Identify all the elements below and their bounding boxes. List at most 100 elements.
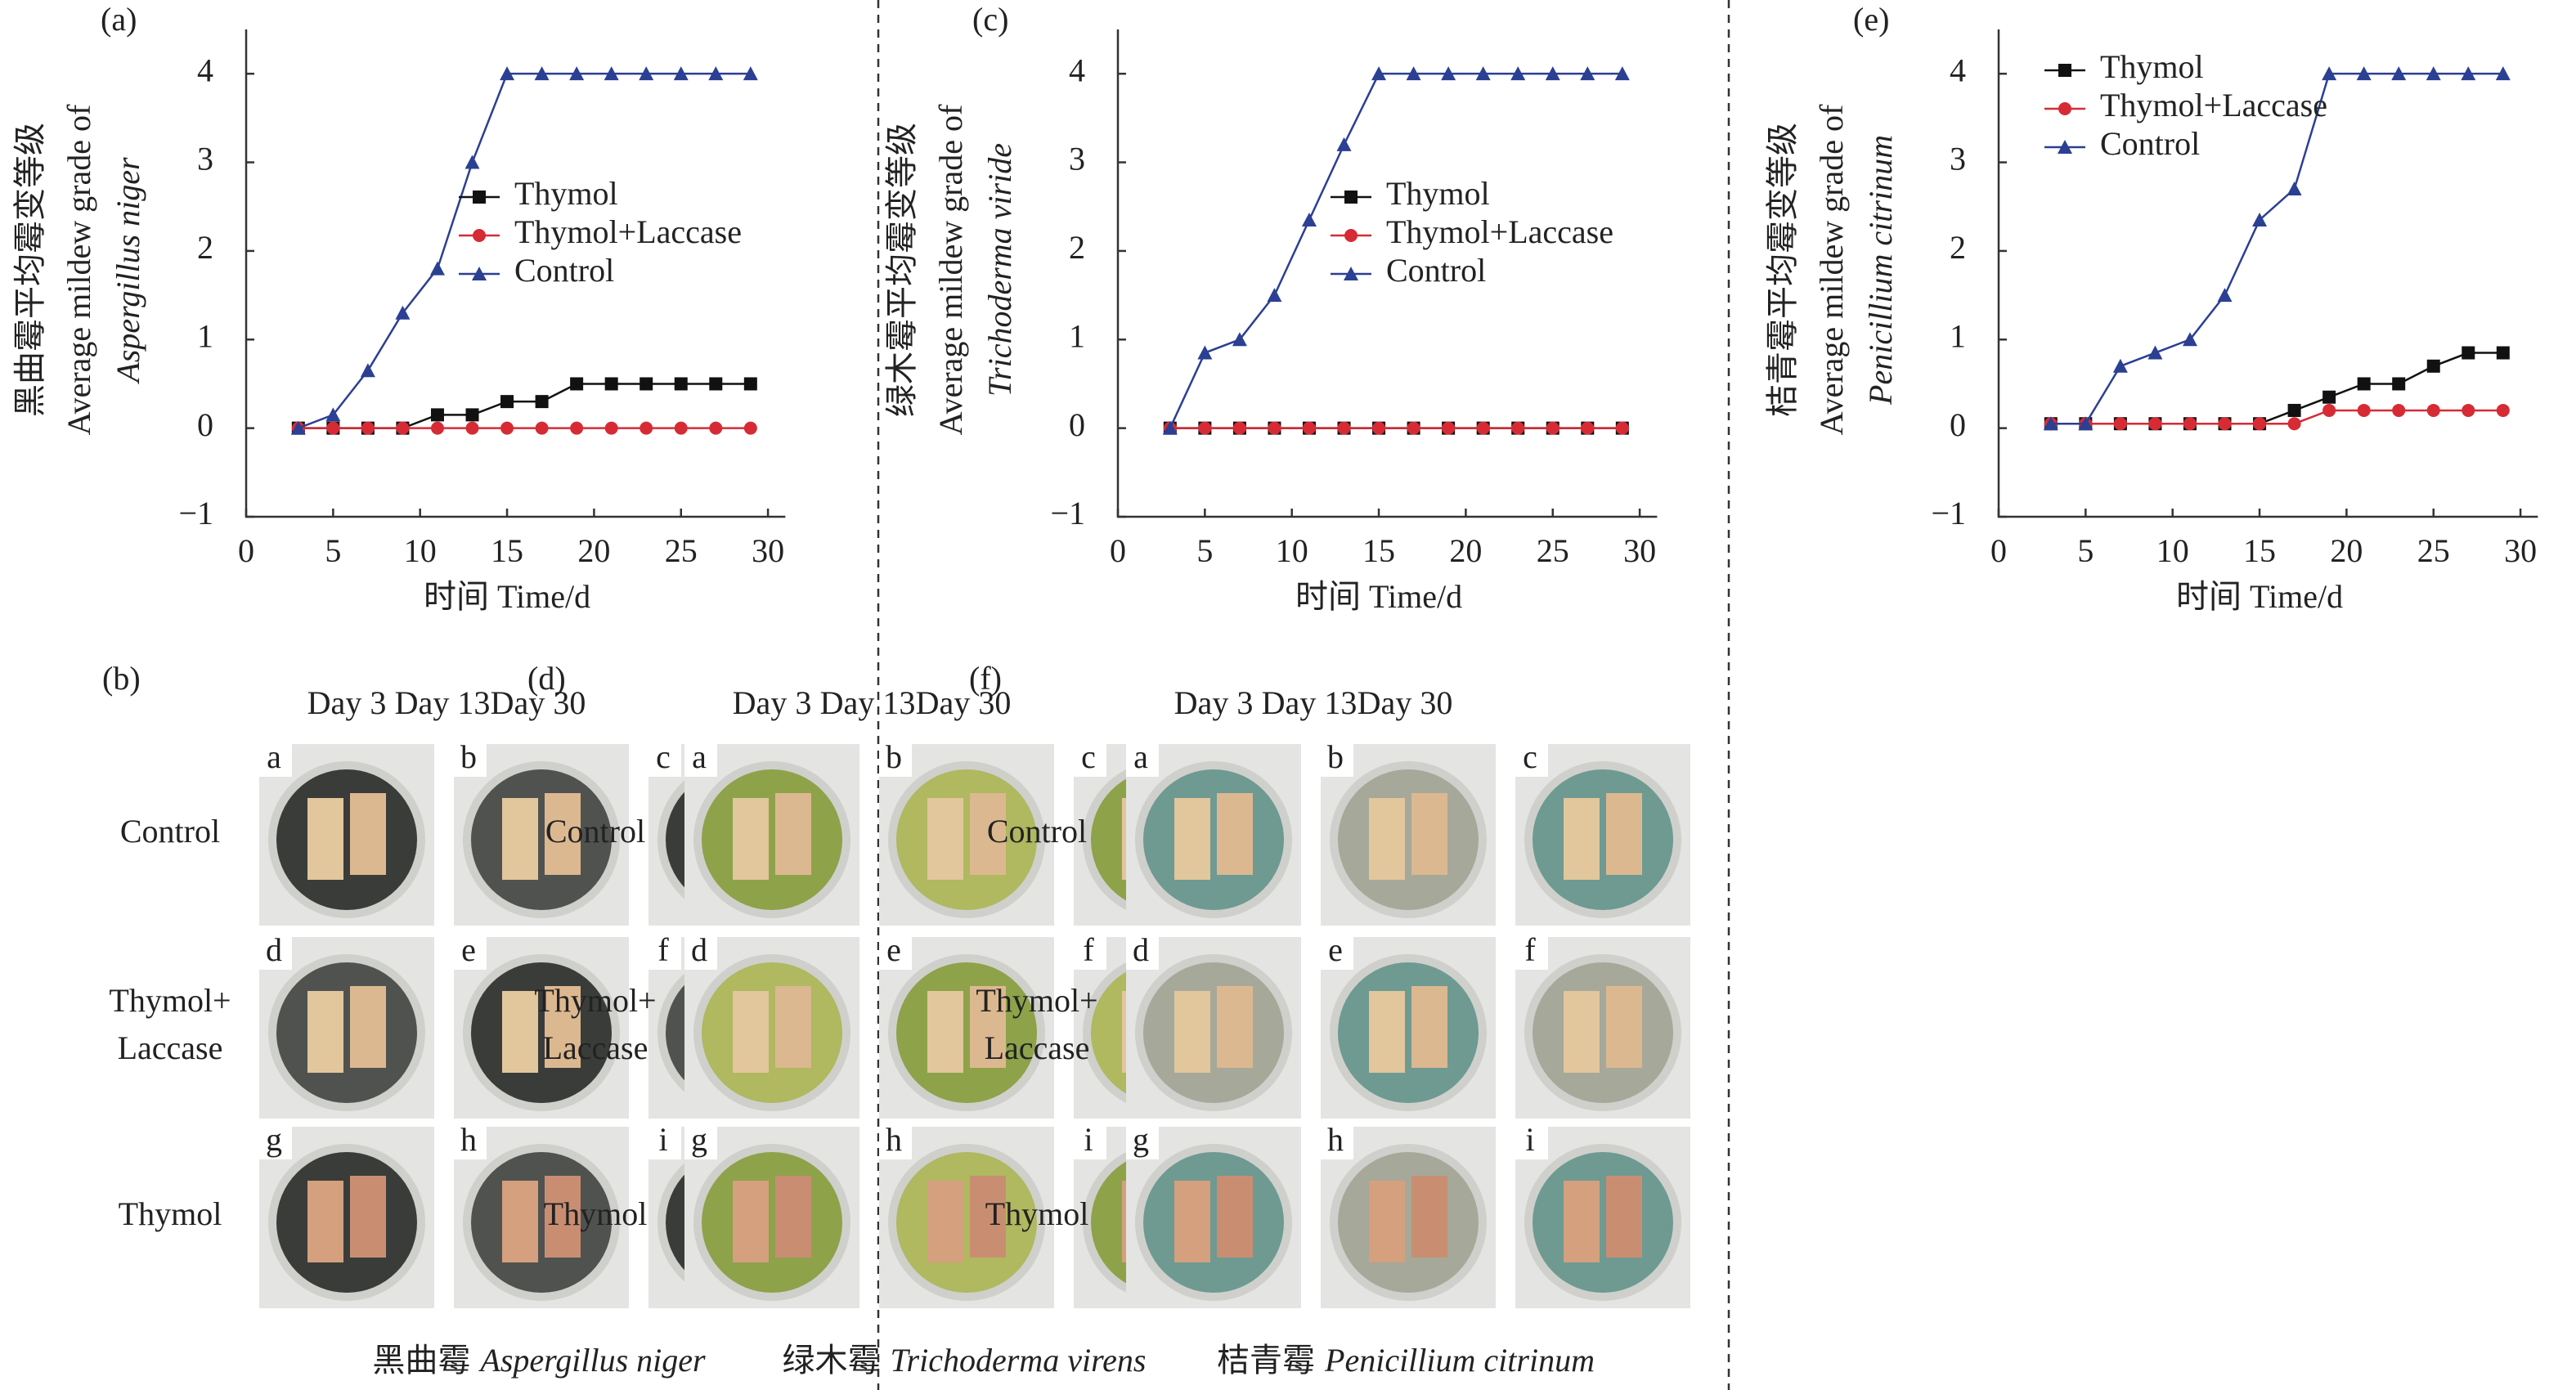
legend-marker: [1344, 191, 1358, 204]
row-label: Laccase: [985, 1029, 1090, 1066]
marker: [2043, 416, 2058, 431]
marker: [2287, 417, 2301, 431]
photo-letter: h: [460, 1121, 477, 1158]
y-tick-label: 3: [1069, 141, 1085, 177]
petri-dish-medium: [1533, 1152, 1673, 1293]
marker: [2496, 346, 2510, 360]
y-tick-label: 0: [1069, 406, 1085, 443]
letter-box: [1321, 1127, 1353, 1159]
marker: [673, 66, 689, 81]
column-label: Day 3: [733, 684, 812, 721]
wood-sample: [970, 793, 1006, 875]
marker: [535, 421, 549, 435]
y-tick-label: 4: [197, 52, 213, 88]
marker: [2392, 377, 2406, 391]
wood-sample: [1174, 798, 1210, 880]
y-tick-label: 4: [1069, 52, 1085, 88]
legend-label: Control: [1386, 252, 1486, 289]
marker: [1510, 66, 1526, 81]
x-tick-label: 20: [2330, 532, 2363, 569]
marker: [1442, 421, 1456, 435]
photo-letter: i: [1525, 1121, 1534, 1158]
legend-label: Thymol: [1386, 175, 1490, 212]
wood-sample: [350, 1176, 386, 1258]
legend-label: Control: [514, 252, 614, 289]
letter-box: [454, 744, 487, 777]
row-label: Laccase: [543, 1029, 648, 1066]
petri-dish-medium: [1533, 962, 1673, 1103]
y-tick-label: 1: [1950, 317, 1966, 354]
wood-sample: [1606, 986, 1642, 1068]
marker: [2495, 66, 2511, 81]
marker: [2217, 288, 2233, 303]
x-axis-label: 时间 Time/d: [1295, 578, 1462, 615]
wood-sample: [1564, 1181, 1600, 1262]
petri-dish-medium: [1338, 1152, 1479, 1293]
column-label: Day 30: [916, 684, 1012, 721]
y-tick-label: 3: [1950, 141, 1966, 177]
row-label: Laccase: [118, 1029, 223, 1066]
x-tick-label: 15: [1362, 532, 1395, 569]
marker: [570, 421, 584, 435]
marker: [1197, 345, 1213, 360]
letter-box: [1321, 937, 1353, 970]
marker: [2357, 403, 2371, 417]
column-label: Day 30: [1358, 684, 1453, 721]
wood-sample: [733, 798, 769, 880]
wood-sample: [1606, 1176, 1642, 1258]
wood-sample: [775, 793, 811, 875]
y-axis-label: Average mildew grade of: [932, 104, 969, 435]
marker: [639, 66, 654, 81]
marker: [2426, 359, 2440, 373]
marker: [1302, 421, 1316, 435]
column-label: Day 13: [1262, 684, 1358, 721]
photo-letter: f: [1083, 931, 1094, 968]
marker: [1475, 66, 1491, 81]
y-axis-label: Aspergillus niger: [110, 157, 146, 385]
y-tick-label: 2: [1950, 229, 1966, 266]
photo-letter: b: [886, 738, 902, 775]
row-label: Control: [120, 813, 220, 850]
x-tick-label: 25: [1537, 532, 1569, 569]
marker: [708, 66, 724, 81]
marker: [2287, 182, 2302, 196]
marker: [2496, 403, 2510, 417]
caption: 黑曲霉 Aspergillus niger: [372, 1342, 706, 1379]
marker: [1268, 421, 1281, 435]
y-tick-label: −1: [178, 495, 213, 531]
caption-chinese: 绿木霉: [783, 1342, 881, 1379]
petri-dish-medium: [276, 1152, 417, 1293]
wood-sample: [775, 1176, 811, 1258]
photo-letter: f: [657, 931, 669, 968]
series-line: [298, 383, 751, 429]
column-label: Day 30: [491, 684, 586, 721]
letter-box: [684, 744, 717, 777]
legend-label: Thymol: [514, 175, 618, 212]
wood-sample: [1217, 793, 1253, 875]
panel-label: (b): [102, 660, 141, 697]
marker: [2426, 66, 2441, 81]
legend-marker: [473, 191, 486, 204]
marker: [2462, 403, 2475, 417]
x-tick-label: 30: [752, 532, 784, 569]
marker: [2218, 417, 2232, 431]
x-axis-label: 时间 Time/d: [424, 578, 590, 615]
letter-box: [879, 937, 912, 970]
wood-sample: [1369, 1181, 1405, 1262]
marker: [361, 421, 375, 435]
marker: [709, 377, 723, 391]
letter-box: [259, 1127, 292, 1159]
panel-label: (d): [527, 660, 566, 697]
caption: 桔青霉 Penicillium citrinum: [1217, 1342, 1595, 1379]
marker: [1476, 421, 1490, 435]
wood-sample: [502, 1181, 538, 1262]
photo-letter: d: [691, 931, 707, 968]
wood-sample: [1174, 1181, 1210, 1262]
y-tick-label: 2: [197, 229, 213, 266]
petri-dish-medium: [276, 962, 417, 1103]
letter-box: [684, 937, 717, 970]
wood-sample: [502, 798, 538, 880]
marker: [1162, 420, 1178, 435]
photo-letter: a: [267, 738, 281, 775]
row-label: Thymol+: [976, 982, 1097, 1019]
